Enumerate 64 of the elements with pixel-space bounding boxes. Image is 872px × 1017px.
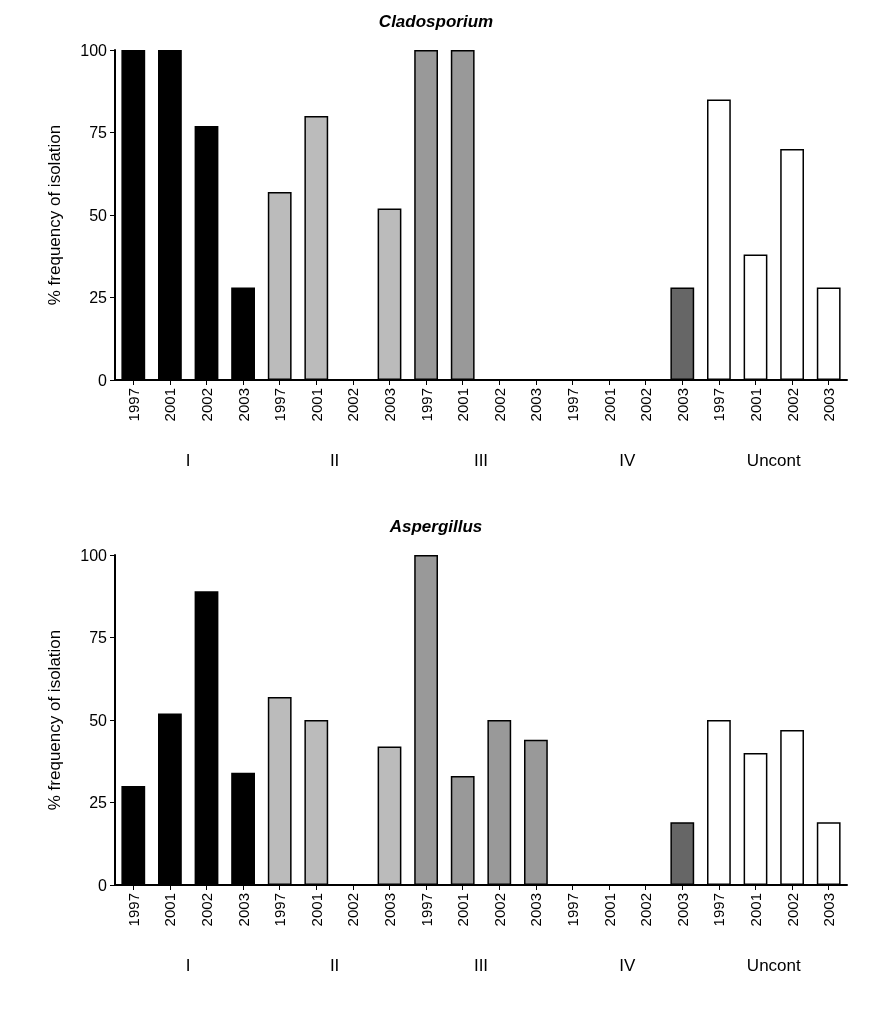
x-tick-label: 1997 <box>564 893 581 927</box>
x-tick-label: 2002 <box>344 893 362 927</box>
x-tick-label: 2002 <box>490 388 508 422</box>
chart-title: Cladosporium <box>378 12 494 31</box>
text: II <box>329 450 340 470</box>
x-tick-label: 1997 <box>271 893 289 927</box>
y-tick-label: 25 <box>89 794 108 811</box>
x-tick-label: 2002 <box>490 893 508 927</box>
y-axis-title: % frequency of isolation <box>45 124 64 306</box>
y-tick-label: 50 <box>89 711 108 729</box>
x-tick-label: 1997 <box>417 893 435 927</box>
text: Uncont <box>746 450 801 470</box>
y-axis-title: % frequency of isolation <box>45 629 64 811</box>
x-tick-label: 2001 <box>161 893 179 927</box>
y-tick-label: 0 <box>98 876 108 894</box>
x-tick-label: 2002 <box>198 388 215 422</box>
text: Uncont <box>746 955 801 975</box>
x-tick-label: 2002 <box>198 893 215 927</box>
x-tick-label: 2003 <box>234 893 252 927</box>
x-tick-label: 2003 <box>820 893 838 927</box>
text: I <box>185 955 191 975</box>
y-tick-label: 100 <box>80 546 108 564</box>
x-tick-label: 1997 <box>124 893 142 927</box>
x-tick-label: 2001 <box>600 388 618 422</box>
y-tick-label: 0 <box>98 371 108 389</box>
text: III <box>473 450 489 470</box>
x-tick-label: 2003 <box>673 893 691 927</box>
x-tick-label: 1997 <box>564 388 581 422</box>
x-tick-label: 2001 <box>307 388 325 422</box>
x-tick-label: 1997 <box>710 388 728 422</box>
x-tick-label: 2001 <box>747 388 764 422</box>
x-tick-label: 2002 <box>783 893 801 927</box>
text: IV <box>619 450 637 470</box>
x-tick-label: 2002 <box>344 388 362 422</box>
text: IV <box>619 955 637 975</box>
x-tick-label: 2002 <box>637 388 655 422</box>
x-tick-label: 2003 <box>234 388 252 422</box>
x-tick-label: 2001 <box>307 893 325 927</box>
x-tick-label: 2001 <box>747 893 764 927</box>
x-tick-label: 2001 <box>161 388 179 422</box>
y-tick-label: 75 <box>89 629 108 646</box>
y-tick-label: 25 <box>89 289 108 306</box>
x-tick-label: 2002 <box>783 388 801 422</box>
x-tick-label: 1997 <box>710 893 728 927</box>
x-tick-label: 2001 <box>600 893 618 927</box>
x-tick-label: 2003 <box>381 388 398 422</box>
x-tick-label: 2003 <box>820 388 838 422</box>
text: I <box>185 450 191 470</box>
y-tick-label: 50 <box>89 206 108 224</box>
x-tick-label: 1997 <box>124 388 142 422</box>
chart-title: Aspergillus <box>388 517 483 536</box>
x-tick-label: 2003 <box>527 893 545 927</box>
x-tick-label: 2003 <box>673 388 691 422</box>
x-tick-label: 1997 <box>417 388 435 422</box>
y-tick-label: 100 <box>80 41 108 59</box>
x-tick-label: 1997 <box>271 388 289 422</box>
x-tick-label: 2002 <box>637 893 655 927</box>
y-tick-label: 75 <box>89 124 108 141</box>
text: III <box>473 955 489 975</box>
x-tick-label: 2003 <box>527 388 545 422</box>
text: II <box>329 955 340 975</box>
x-tick-label: 2003 <box>381 893 398 927</box>
x-tick-label: 2001 <box>454 388 472 422</box>
x-tick-label: 2001 <box>454 893 472 927</box>
